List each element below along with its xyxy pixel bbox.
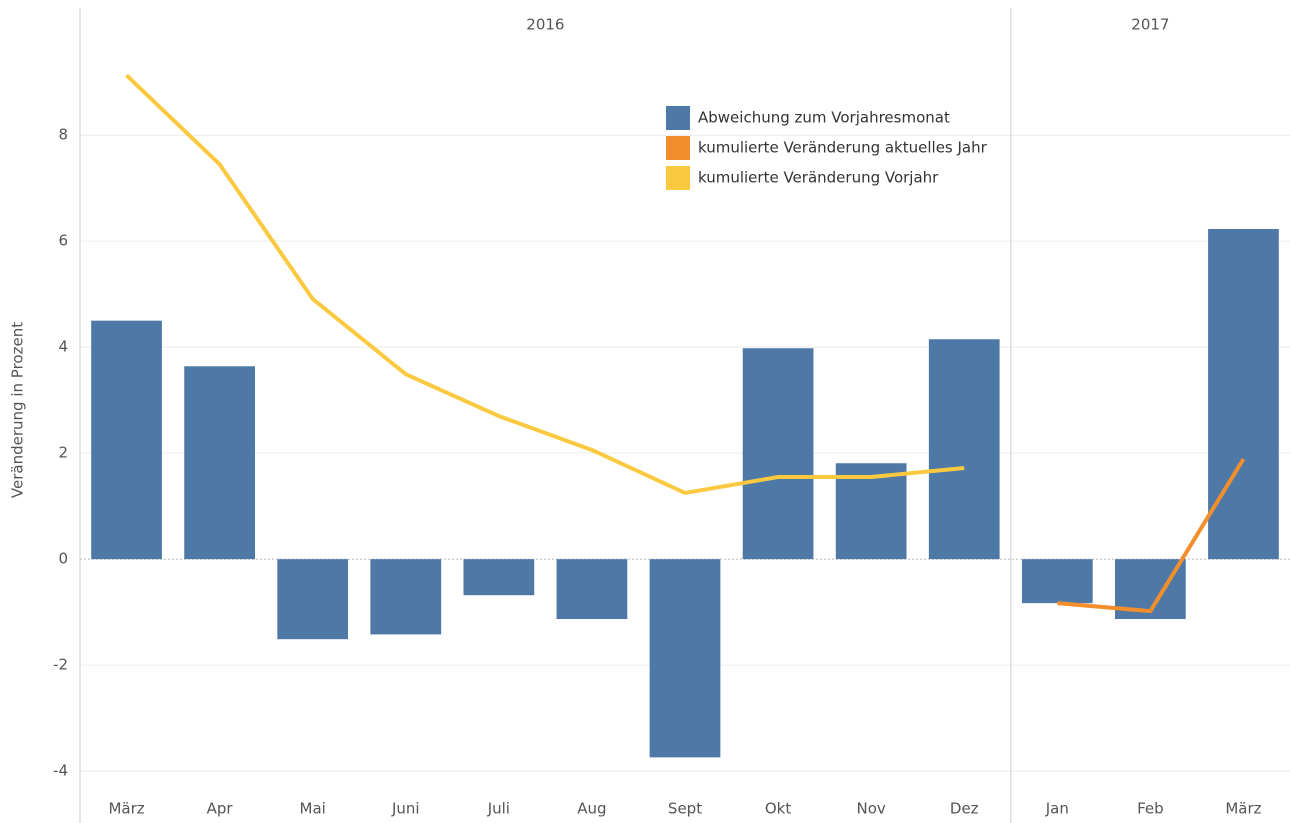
legend-label: kumulierte Veränderung aktuelles Jahr — [698, 139, 988, 157]
x-tick-label: März — [1225, 800, 1261, 818]
legend-swatch — [666, 166, 690, 190]
legend-label: Abweichung zum Vorjahresmonat — [698, 109, 950, 127]
x-tick-label: Okt — [765, 800, 791, 818]
x-tick-label: Dez — [950, 800, 979, 818]
bar — [463, 559, 535, 596]
x-tick-label: Apr — [207, 800, 234, 818]
bar — [184, 366, 255, 560]
x-tick-label: Mai — [300, 800, 326, 818]
x-tick-label: Juli — [487, 800, 510, 818]
x-tick-label: Jan — [1045, 800, 1069, 818]
line — [1057, 457, 1246, 614]
x-tick-label: Nov — [857, 800, 886, 818]
y-tick-label: -4 — [53, 762, 68, 780]
legend: Abweichung zum Vorjahresmonat kumulierte … — [666, 106, 988, 190]
group-label: 2017 — [1131, 16, 1169, 34]
y-tick-label: 4 — [58, 338, 68, 356]
bar — [1021, 559, 1093, 604]
bar — [277, 559, 349, 640]
x-tick-label: Juni — [391, 800, 420, 818]
bar — [928, 339, 1000, 560]
bar — [91, 320, 162, 560]
y-tick-label: -2 — [53, 656, 68, 674]
y-axis-label: Veränderung in Prozent — [9, 322, 27, 498]
legend-swatch — [666, 136, 690, 160]
legend-swatch — [666, 106, 690, 130]
y-tick-label: 2 — [58, 444, 68, 462]
legend-label: kumulierte Veränderung Vorjahr — [698, 169, 939, 187]
bar — [649, 559, 721, 758]
bar — [835, 463, 907, 560]
bar — [370, 559, 442, 635]
bar — [1208, 228, 1279, 560]
x-tick-label: Sept — [668, 800, 702, 818]
y-tick-label: 0 — [58, 550, 68, 568]
group-label: 2016 — [526, 16, 564, 34]
y-tick-label: 8 — [58, 126, 68, 144]
line — [125, 73, 965, 495]
x-tick-label: März — [108, 800, 144, 818]
x-tick-label: Aug — [577, 800, 606, 818]
bar — [742, 348, 814, 560]
y-tick-label: 6 — [58, 232, 68, 250]
x-tick-label: Feb — [1137, 800, 1164, 818]
bar — [556, 559, 628, 620]
